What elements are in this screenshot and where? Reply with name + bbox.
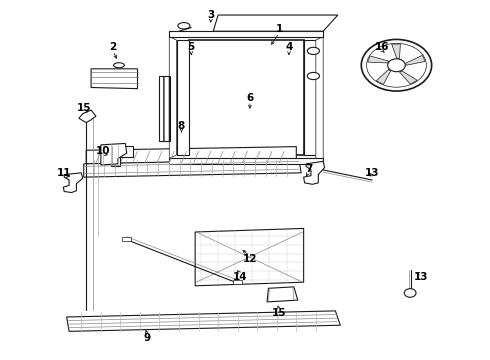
Ellipse shape: [307, 47, 319, 54]
Polygon shape: [316, 37, 323, 158]
Circle shape: [361, 40, 432, 91]
Text: 14: 14: [233, 272, 247, 282]
Polygon shape: [169, 31, 323, 37]
Text: 12: 12: [243, 254, 257, 264]
Polygon shape: [101, 143, 127, 165]
Polygon shape: [304, 40, 316, 155]
Text: 8: 8: [178, 121, 185, 131]
Text: 13: 13: [414, 272, 428, 282]
Bar: [122, 237, 131, 241]
Circle shape: [404, 289, 416, 297]
Bar: [190, 41, 303, 154]
Text: 11: 11: [57, 168, 72, 178]
Polygon shape: [67, 311, 340, 331]
Polygon shape: [86, 147, 296, 164]
Polygon shape: [176, 40, 189, 155]
Bar: [159, 76, 170, 140]
Text: 10: 10: [96, 146, 111, 156]
Ellipse shape: [307, 72, 319, 80]
Polygon shape: [406, 55, 425, 65]
Polygon shape: [169, 158, 323, 164]
Text: 16: 16: [374, 42, 389, 52]
Text: 13: 13: [365, 168, 379, 178]
Bar: [233, 280, 242, 284]
Polygon shape: [399, 71, 417, 84]
Polygon shape: [376, 69, 391, 85]
Polygon shape: [195, 228, 304, 286]
Polygon shape: [84, 159, 301, 177]
Text: 1: 1: [275, 24, 283, 35]
Bar: [189, 40, 304, 155]
Text: 4: 4: [285, 42, 293, 52]
Polygon shape: [368, 56, 389, 63]
Ellipse shape: [178, 23, 190, 29]
Polygon shape: [63, 173, 83, 193]
Text: 5: 5: [188, 42, 195, 52]
Polygon shape: [169, 37, 176, 158]
Text: 2: 2: [109, 42, 117, 52]
Text: 15: 15: [76, 103, 91, 113]
Text: 9: 9: [144, 333, 151, 343]
Text: 15: 15: [272, 308, 287, 318]
Circle shape: [367, 43, 426, 87]
Polygon shape: [267, 287, 298, 302]
Ellipse shape: [114, 63, 124, 68]
Polygon shape: [79, 110, 96, 123]
Text: 7: 7: [305, 164, 312, 174]
Polygon shape: [392, 44, 400, 58]
Text: 3: 3: [207, 10, 215, 20]
Polygon shape: [304, 161, 325, 184]
Polygon shape: [91, 69, 138, 89]
Polygon shape: [111, 146, 133, 166]
Polygon shape: [213, 15, 338, 31]
Text: 6: 6: [246, 93, 253, 103]
Circle shape: [388, 59, 405, 72]
